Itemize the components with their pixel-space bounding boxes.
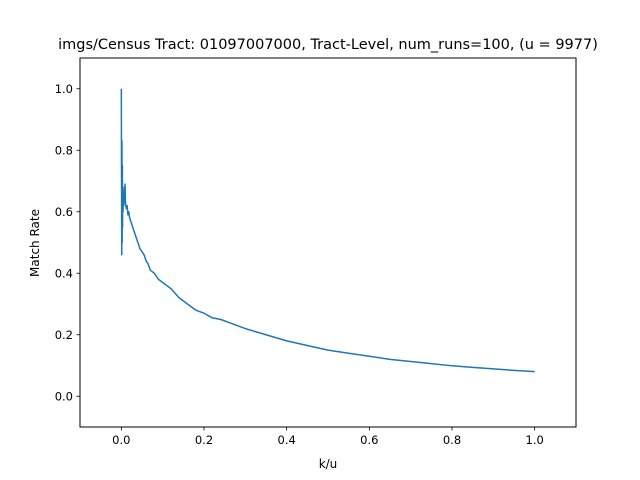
y-tick-label: 0.0 xyxy=(55,389,73,403)
y-tick-label: 0.8 xyxy=(55,143,73,157)
y-axis: 0.0 0.2 0.4 0.6 0.8 1.0 xyxy=(55,82,80,403)
x-axis: 0.0 0.2 0.4 0.6 0.8 1.0 xyxy=(112,427,544,447)
plot-area xyxy=(120,88,535,373)
x-tick-label: 1.0 xyxy=(526,433,544,447)
y-tick-label: 1.0 xyxy=(55,82,73,96)
x-tick-label: 0.6 xyxy=(360,433,378,447)
match-rate-line xyxy=(120,88,535,373)
y-tick-label: 0.2 xyxy=(55,328,73,342)
x-tick-label: 0.4 xyxy=(278,433,296,447)
y-tick-label: 0.6 xyxy=(55,205,73,219)
x-tick-label: 0.8 xyxy=(443,433,461,447)
y-axis-label: Match Rate xyxy=(28,209,42,277)
y-tick-label: 0.4 xyxy=(55,266,73,280)
x-axis-label: k/u xyxy=(319,457,338,471)
chart-title: imgs/Census Tract: 01097007000, Tract-Le… xyxy=(58,37,598,53)
x-tick-label: 0.2 xyxy=(195,433,213,447)
x-tick-label: 0.0 xyxy=(112,433,130,447)
plot-frame xyxy=(79,57,577,428)
